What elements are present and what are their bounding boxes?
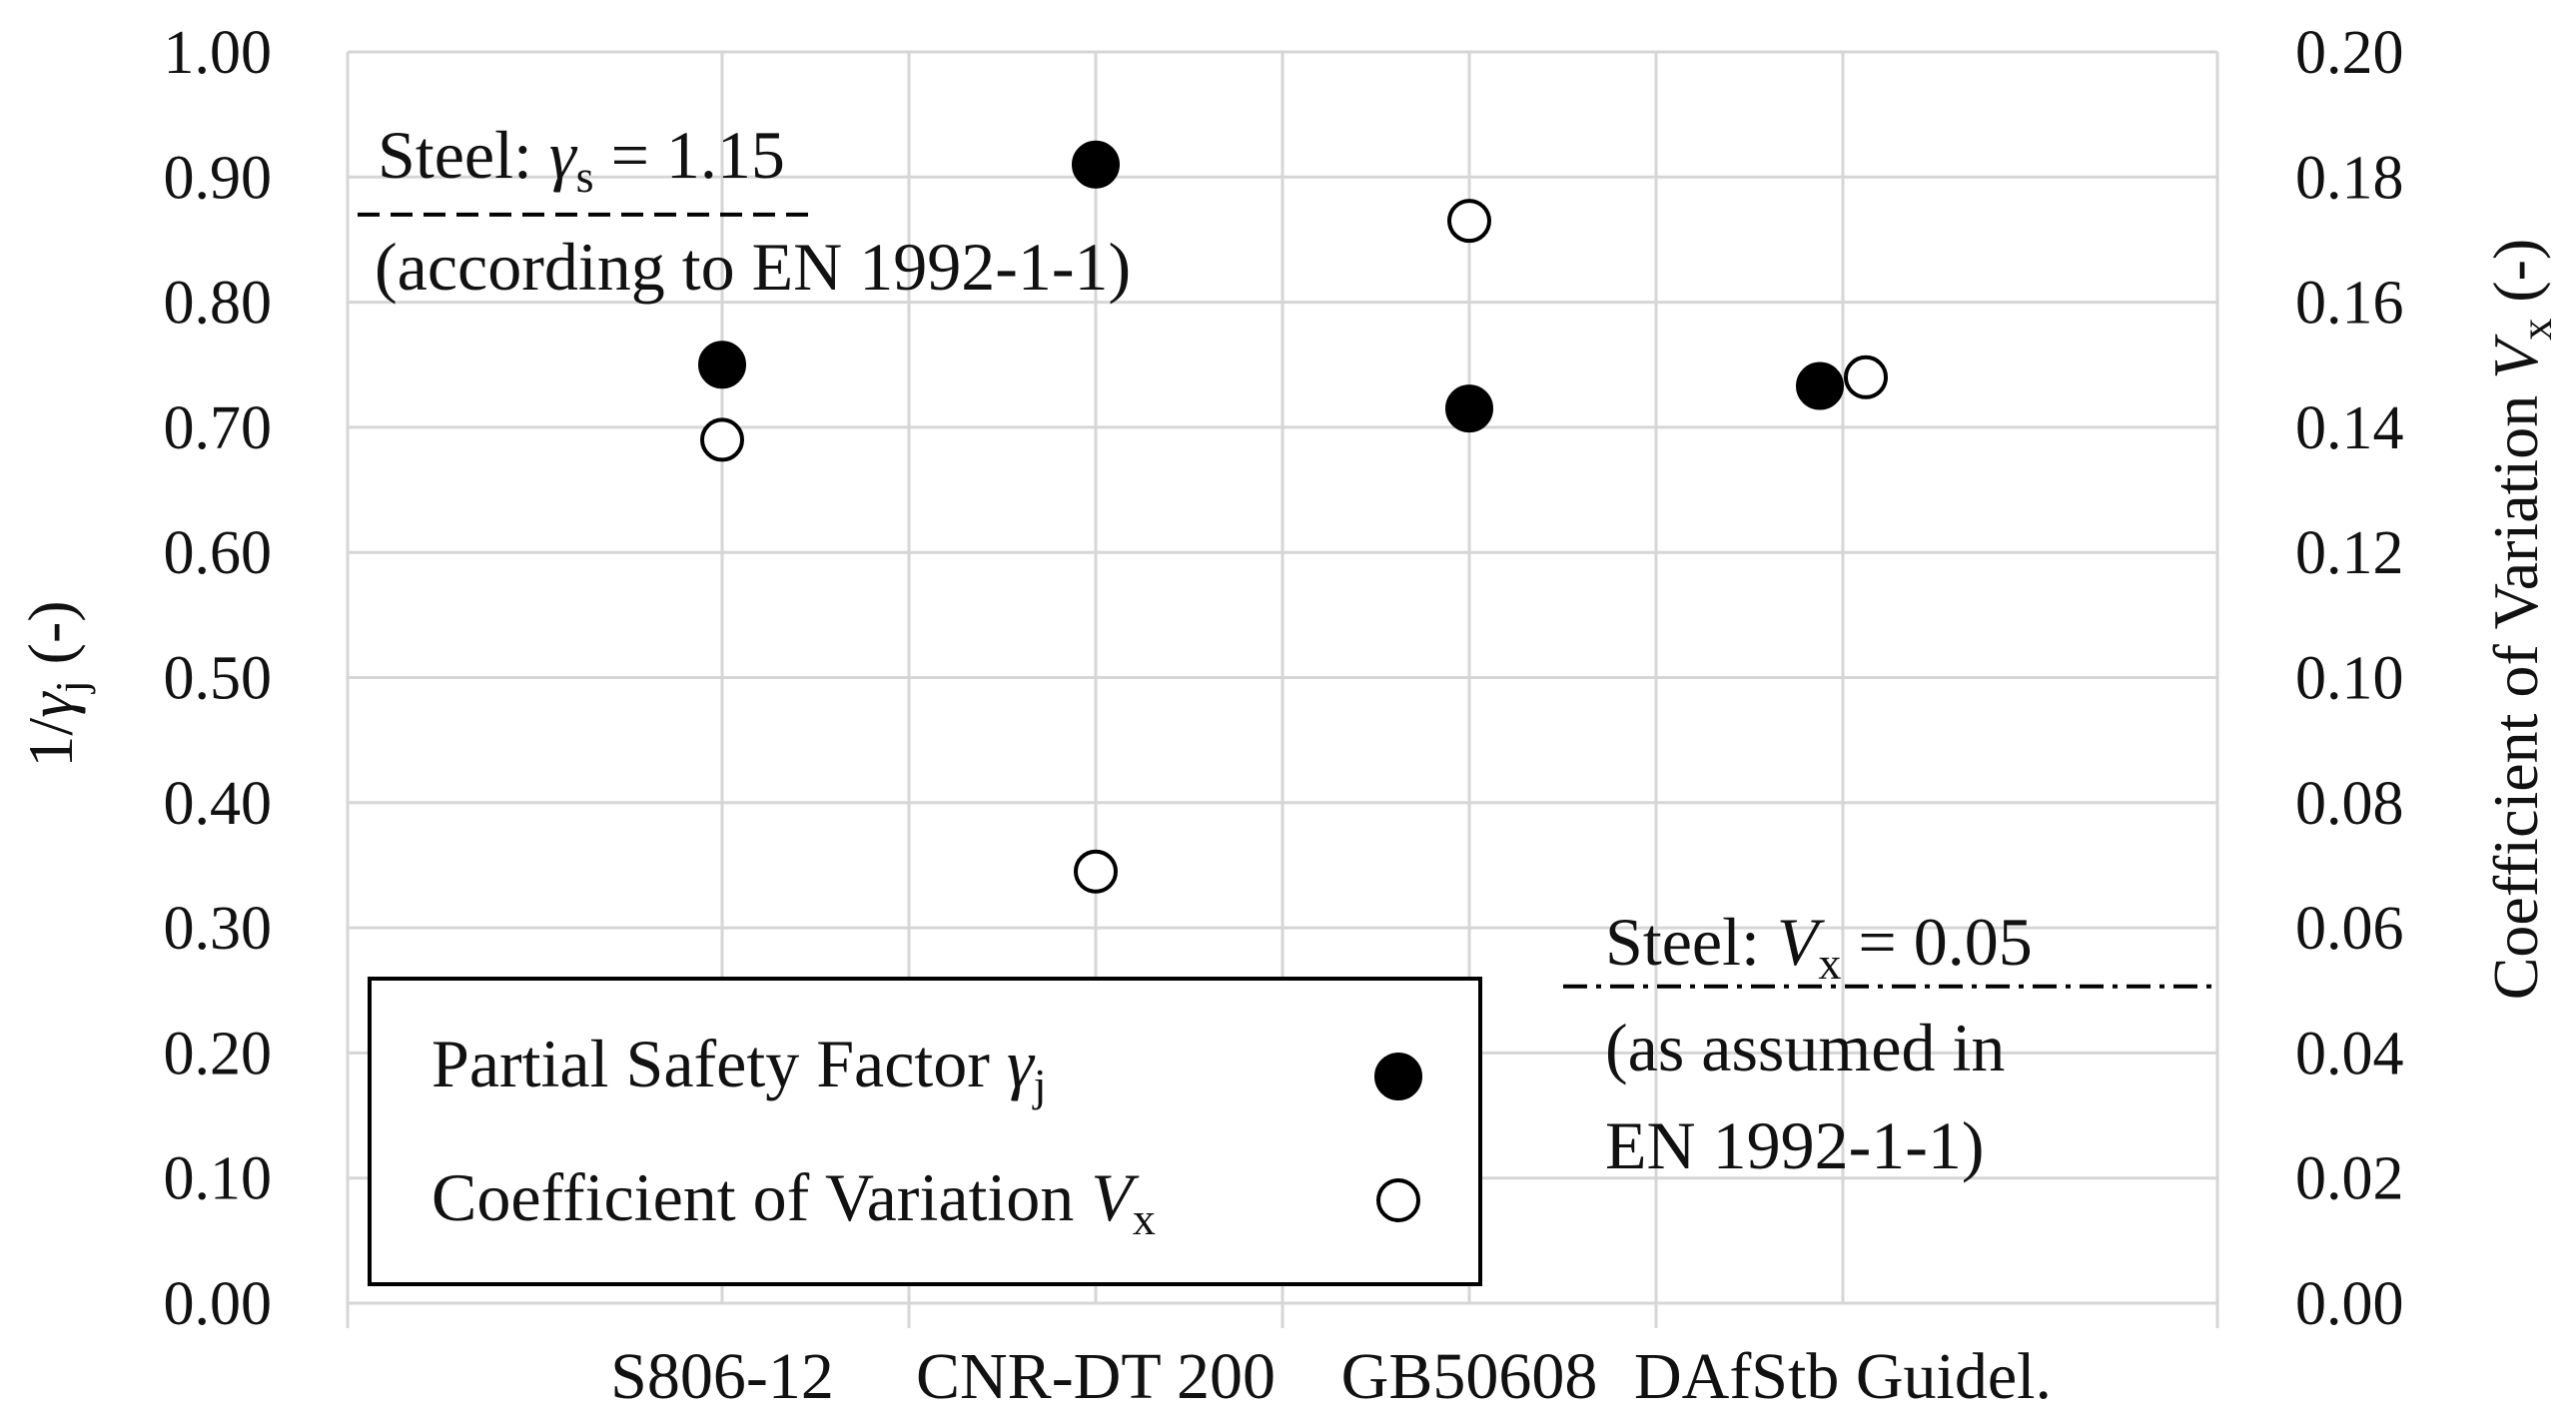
left-tick-label: 0.70 xyxy=(164,394,273,462)
coefficient-variation-point xyxy=(700,417,744,462)
legend-label-coefficient-variation: Coefficient of Variation Vx xyxy=(431,1159,1156,1244)
legend: Partial Safety Factor γj Coefficient of … xyxy=(368,977,1482,1286)
left-tick-label: 0.30 xyxy=(164,895,273,963)
right-axis-title: Coefficient of Variation Vx (-) xyxy=(2480,239,2561,1001)
steel-vx-label: Steel: Vx = 0.05 xyxy=(1605,904,2033,989)
legend-open-circle-icon xyxy=(1376,1178,1420,1222)
legend-box xyxy=(368,977,1482,1286)
category-label: GB50608 xyxy=(1341,1340,1598,1413)
left-tick-label: 0.20 xyxy=(164,1020,273,1087)
legend-filled-circle-icon xyxy=(1374,1053,1422,1100)
left-axis-title: 1/γj (-) xyxy=(15,600,96,767)
left-tick-label: 0.00 xyxy=(164,1270,273,1338)
left-tick-label: 0.50 xyxy=(164,645,273,713)
right-tick-label: 0.02 xyxy=(2295,1145,2404,1213)
left-tick-label: 0.10 xyxy=(164,1145,273,1213)
right-tick-label: 0.18 xyxy=(2295,144,2404,212)
safety-factor-point xyxy=(1796,361,1844,410)
left-tick-labels: 0.00 0.10 0.20 0.30 0.40 0.50 0.60 0.70 0.80 0.90… xyxy=(164,19,273,1338)
left-tick-label: 0.60 xyxy=(164,519,273,587)
right-tick-labels: 0.00 0.02 0.04 0.06 0.08 0.10 0.12 0.14 0.16 0.18… xyxy=(2295,19,2404,1338)
left-tick-label: 0.80 xyxy=(164,270,273,338)
category-labels: S806-12 CNR-DT 200 GB50608 DAfStb Guidel. xyxy=(610,1340,2052,1413)
legend-label-safety-factor: Partial Safety Factor γj xyxy=(431,1026,1047,1110)
right-tick-label: 0.06 xyxy=(2295,895,2404,963)
steel-gamma-label: Steel: γs = 1.15 xyxy=(378,117,785,202)
steel-gamma-note: (according to EN 1992-1-1) xyxy=(375,229,1131,305)
right-tick-label: 0.08 xyxy=(2295,770,2404,838)
safety-factor-point xyxy=(698,341,746,389)
safety-factor-point xyxy=(1445,384,1493,433)
coefficient-variation-point xyxy=(1074,849,1118,894)
category-label: CNR-DT 200 xyxy=(916,1340,1276,1413)
steel-gamma-reference: Steel: γs = 1.15 (according to EN 1992-1… xyxy=(358,117,1131,305)
coefficient-variation-point xyxy=(1844,355,1888,399)
category-label: DAfStb Guidel. xyxy=(1634,1340,2052,1413)
right-tick-label: 0.12 xyxy=(2295,519,2404,587)
steel-vx-note-line1: (as assumed in xyxy=(1605,1010,2005,1085)
steel-vx-note-line2: EN 1992-1-1) xyxy=(1605,1107,1985,1183)
right-tick-label: 0.14 xyxy=(2295,394,2404,462)
right-tick-label: 0.04 xyxy=(2295,1020,2404,1087)
right-tick-label: 0.16 xyxy=(2295,270,2404,338)
category-label: S806-12 xyxy=(610,1340,834,1413)
left-tick-label: 1.00 xyxy=(164,19,273,87)
safety-factor-point xyxy=(1072,140,1120,189)
right-tick-label: 0.20 xyxy=(2295,19,2404,87)
steel-vx-reference: Steel: Vx = 0.05 (as assumed in EN 1992-… xyxy=(1563,904,2219,1183)
coefficient-variation-point xyxy=(1447,199,1491,244)
right-tick-label: 0.10 xyxy=(2295,645,2404,713)
left-tick-label: 0.90 xyxy=(164,144,273,212)
data-markers xyxy=(698,140,1888,894)
left-tick-label: 0.40 xyxy=(164,770,273,838)
right-tick-label: 0.00 xyxy=(2295,1270,2404,1338)
